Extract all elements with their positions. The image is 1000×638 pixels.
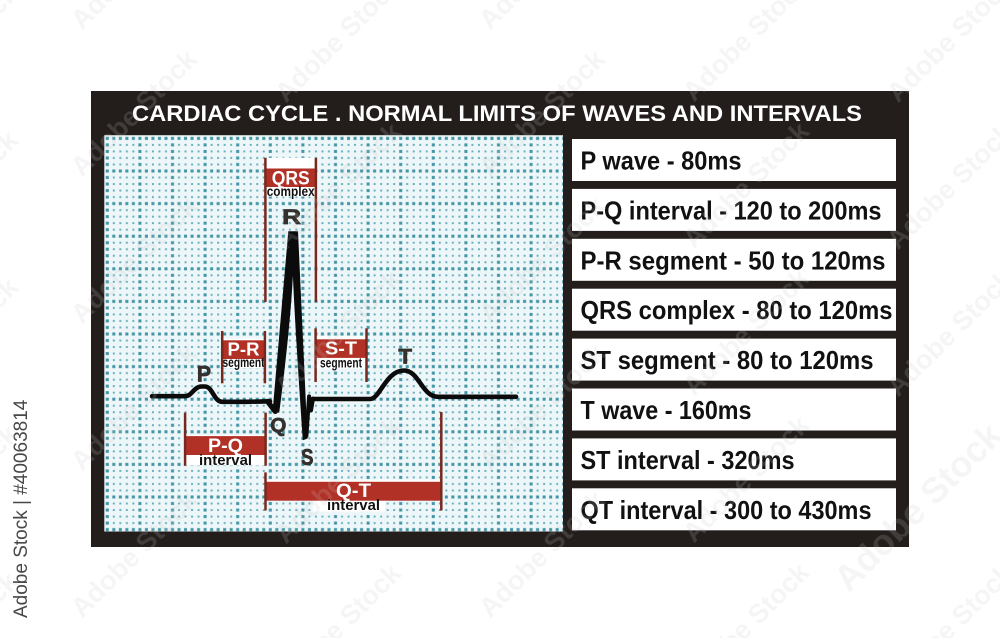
svg-text:segment: segment — [320, 354, 362, 370]
svg-text:T wave - 160ms: T wave - 160ms — [581, 395, 752, 425]
svg-text:T: T — [398, 344, 412, 369]
svg-text:ST segment - 80 to 120ms: ST segment - 80 to 120ms — [581, 345, 874, 375]
svg-text:ST interval - 320ms: ST interval - 320ms — [581, 445, 795, 475]
svg-text:Q-T: Q-T — [336, 480, 371, 502]
svg-text:S-T: S-T — [325, 339, 357, 359]
svg-text:QRS complex - 80 to 120ms: QRS complex - 80 to 120ms — [581, 295, 893, 325]
svg-text:QRS: QRS — [272, 168, 310, 189]
svg-text:segment: segment — [223, 354, 265, 370]
svg-text:Q: Q — [270, 415, 286, 437]
svg-text:Adobe Stock | #40063814: Adobe Stock | #40063814 — [11, 399, 32, 618]
svg-text:S: S — [301, 445, 313, 470]
svg-text:P wave - 80ms: P wave - 80ms — [581, 146, 742, 176]
svg-text:interval: interval — [327, 497, 380, 514]
svg-text:P-Q interval - 120 to 200ms: P-Q interval - 120 to 200ms — [581, 195, 882, 225]
svg-text:P-R: P-R — [228, 340, 260, 360]
svg-text:QT interval - 300 to 430ms: QT interval - 300 to 430ms — [581, 495, 872, 525]
svg-text:complex: complex — [267, 184, 315, 199]
svg-text:P-Q: P-Q — [208, 435, 243, 457]
svg-text:P: P — [197, 361, 211, 387]
svg-text:R: R — [282, 205, 301, 229]
svg-text:P-R segment - 50 to 120ms: P-R segment - 50 to 120ms — [581, 245, 886, 275]
svg-text:interval: interval — [199, 452, 252, 469]
svg-text:CARDIAC CYCLE . NORMAL LIMITS: CARDIAC CYCLE . NORMAL LIMITS OF WAVES A… — [132, 101, 862, 126]
